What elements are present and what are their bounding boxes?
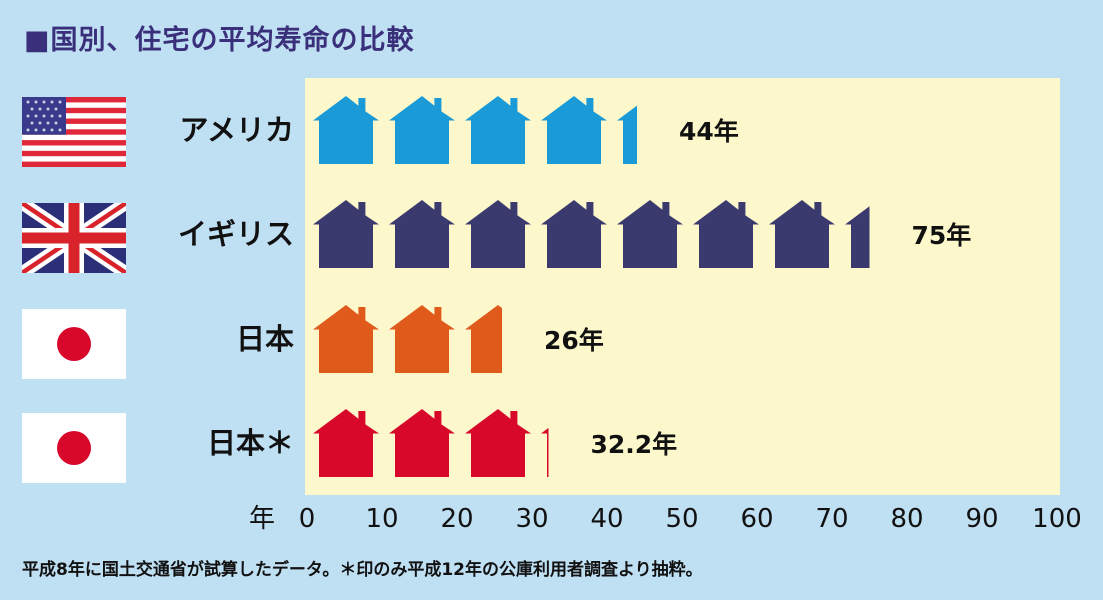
bar [313,305,502,373]
value-label: 44年 [679,117,739,146]
x-tick-label: 20 [440,504,473,534]
house-mark [465,409,531,477]
bars-layer [313,96,870,477]
japan-flag-icon [22,413,126,483]
category-label: イギリス [178,217,294,251]
house-mark [389,409,455,477]
house-mark [541,427,549,477]
x-tick-label: 70 [815,504,848,534]
x-axis-label: 年 [249,504,275,534]
japan-flag-icon [22,309,126,379]
x-tick-label: 60 [740,504,773,534]
house-mark [389,305,455,373]
house-mark [465,96,531,164]
house-mark [465,200,531,268]
house-mark [541,200,607,268]
house-mark [465,305,502,373]
category-label: 日本 [236,322,294,356]
x-tick-label: 50 [665,504,698,534]
house-mark [693,200,759,268]
bar [313,96,637,164]
value-label: 75年 [912,221,972,250]
bar [313,200,870,268]
house-mark [617,105,637,164]
house-mark [313,409,379,477]
value-label: 32.2年 [591,430,678,459]
x-tick-label: 40 [590,504,623,534]
uk-flag-icon [22,203,126,273]
x-tick-label: 90 [965,504,998,534]
x-tick-label: 10 [365,504,398,534]
chart-title: ■国別、住宅の平均寿命の比較 [24,25,415,56]
value-label: 26年 [544,326,604,355]
house-mark [541,96,607,164]
house-mark [617,200,683,268]
house-mark [313,200,379,268]
house-mark [313,305,379,373]
ticks-layer: 0 10 20 30 40 50 60 70 80 90 100 年 [249,504,1082,534]
house-mark [769,200,835,268]
x-tick-label: 0 [299,504,316,534]
house-mark [313,96,379,164]
house-mark [845,206,870,268]
house-mark [389,200,455,268]
footnote: 平成8年に国土交通省が試算したデータ。＊印のみ平成12年の公庫利用者調査より抽粋… [22,560,703,580]
category-label: 日本＊ [207,426,294,460]
us-flag-icon [22,97,126,167]
x-tick-label: 80 [890,504,923,534]
bar [313,409,549,477]
x-tick-label: 100 [1032,504,1082,534]
category-label: アメリカ [179,113,294,147]
x-tick-label: 30 [515,504,548,534]
house-mark [389,96,455,164]
